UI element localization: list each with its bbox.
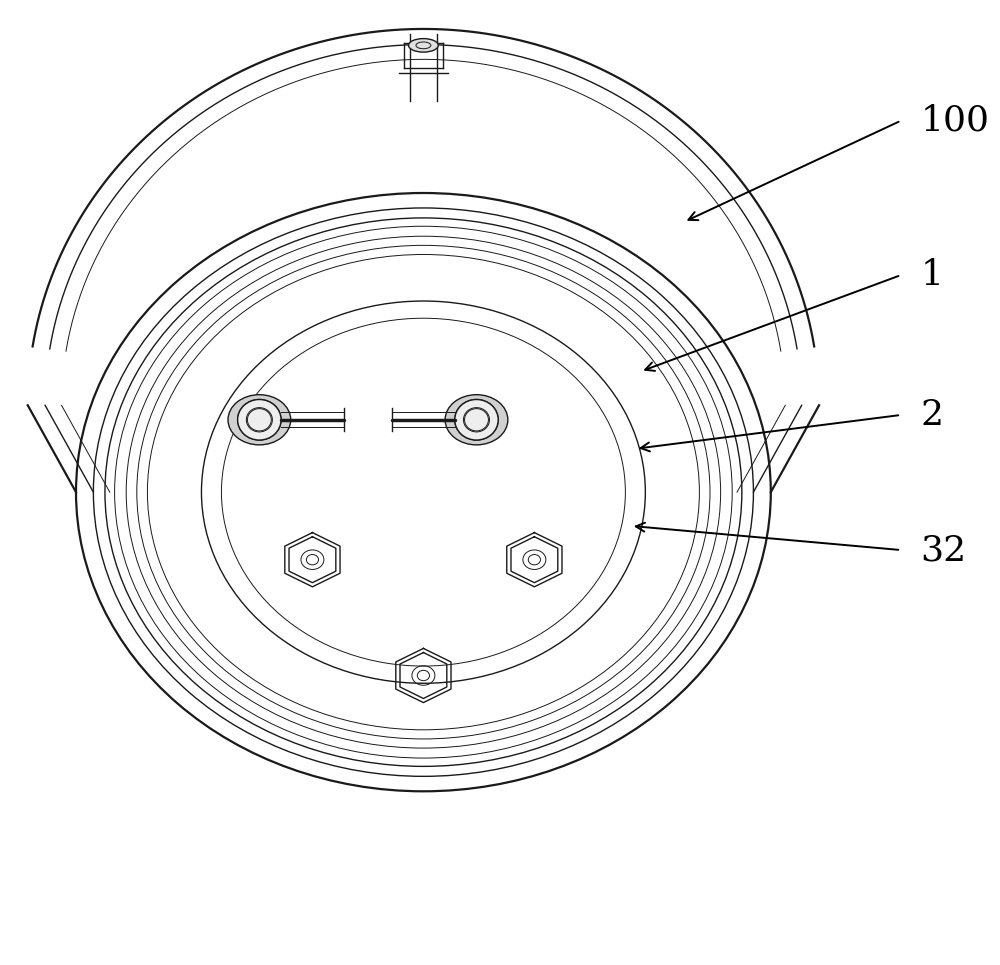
- Ellipse shape: [238, 400, 281, 440]
- Ellipse shape: [455, 400, 498, 440]
- Text: 2: 2: [920, 398, 943, 432]
- Ellipse shape: [409, 39, 438, 52]
- Ellipse shape: [445, 395, 508, 445]
- Text: 1: 1: [920, 258, 943, 292]
- Ellipse shape: [228, 395, 291, 445]
- Ellipse shape: [238, 400, 281, 440]
- Ellipse shape: [455, 400, 498, 440]
- Text: 32: 32: [920, 533, 967, 567]
- Text: 100: 100: [920, 103, 989, 138]
